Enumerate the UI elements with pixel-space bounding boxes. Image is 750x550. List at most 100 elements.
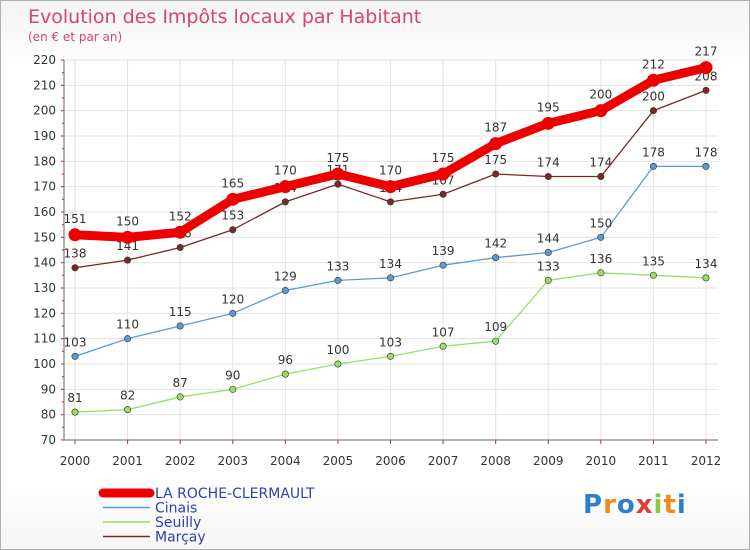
data-point-1: [176, 322, 184, 330]
chart-title: Evolution des Impôts locaux par Habitant: [28, 6, 422, 28]
data-point-3: [649, 107, 657, 115]
data-point-2: [597, 269, 605, 277]
legend-label-3: Marçay: [155, 530, 206, 546]
legend-label-2: Seuilly: [155, 515, 201, 531]
x-tick-label: 2011: [638, 454, 669, 468]
data-label-1: 133: [326, 259, 349, 273]
logo-letter: t: [663, 490, 677, 520]
data-point-2: [229, 385, 237, 393]
data-point-1: [229, 309, 237, 317]
data-point-0: [278, 180, 292, 194]
data-point-1: [544, 249, 552, 257]
data-point-3: [124, 256, 132, 264]
data-point-0: [68, 228, 82, 242]
data-point-3: [71, 264, 79, 272]
data-label-2: 96: [278, 353, 293, 367]
data-label-2: 107: [432, 325, 455, 339]
data-label-2: 136: [589, 252, 612, 266]
y-tick-label: 220: [33, 53, 56, 67]
data-point-2: [439, 342, 447, 350]
data-point-3: [386, 198, 394, 206]
data-label-2: 87: [173, 376, 188, 390]
data-label-2: 82: [120, 389, 135, 403]
data-point-3: [702, 86, 710, 94]
logo-letter: o: [616, 490, 636, 520]
logo-letter: x: [635, 490, 654, 520]
data-label-0: 170: [274, 164, 297, 178]
data-label-1: 144: [537, 232, 560, 246]
data-label-0: 151: [64, 212, 87, 226]
data-label-2: 133: [537, 259, 560, 273]
data-point-3: [597, 173, 605, 181]
data-label-1: 150: [589, 216, 612, 230]
x-tick-label: 2010: [586, 454, 617, 468]
logo-letter: i: [653, 490, 664, 520]
data-point-1: [386, 274, 394, 282]
data-point-2: [334, 360, 342, 368]
data-point-1: [334, 276, 342, 284]
x-tick-label: 2002: [165, 454, 196, 468]
data-label-2: 90: [225, 368, 240, 382]
data-label-1: 134: [379, 257, 402, 271]
data-point-0: [173, 225, 187, 239]
x-tick-label: 2006: [375, 454, 406, 468]
data-label-3: 141: [116, 239, 139, 253]
data-label-3: 174: [589, 156, 612, 170]
data-label-0: 165: [221, 176, 244, 190]
data-label-0: 170: [379, 164, 402, 178]
data-label-2: 109: [484, 320, 507, 334]
y-tick-label: 200: [33, 104, 56, 118]
data-label-1: 178: [695, 145, 718, 159]
y-tick-label: 190: [33, 129, 56, 143]
legend-label-0: LA ROCHE-CLERMAULT: [155, 486, 315, 502]
data-point-2: [649, 271, 657, 279]
x-tick-label: 2003: [217, 454, 248, 468]
y-tick-label: 70: [41, 433, 56, 447]
data-point-1: [439, 261, 447, 269]
y-tick-label: 100: [33, 357, 56, 371]
y-tick-label: 120: [33, 306, 56, 320]
data-point-2: [702, 274, 710, 282]
data-label-1: 120: [221, 292, 244, 306]
data-point-3: [492, 170, 500, 178]
data-point-0: [121, 230, 135, 244]
data-label-2: 100: [326, 343, 349, 357]
y-tick-label: 80: [41, 408, 56, 422]
data-point-3: [229, 226, 237, 234]
y-tick-label: 110: [33, 332, 56, 346]
data-point-3: [439, 190, 447, 198]
proxiti-logo: Proxiti: [583, 490, 687, 520]
data-label-0: 175: [326, 151, 349, 165]
y-tick-label: 140: [33, 256, 56, 270]
data-point-2: [544, 276, 552, 284]
data-point-2: [386, 352, 394, 360]
chart-subtitle: (en € et par an): [28, 30, 123, 44]
data-point-3: [176, 243, 184, 251]
data-point-1: [71, 352, 79, 360]
data-label-1: 139: [432, 244, 455, 258]
data-label-2: 135: [642, 254, 665, 268]
data-label-3: 200: [642, 90, 665, 104]
data-point-0: [489, 137, 503, 151]
data-label-3: 175: [484, 153, 507, 167]
logo-letter: P: [583, 490, 604, 520]
data-point-0: [699, 61, 713, 75]
data-label-3: 174: [537, 156, 560, 170]
data-point-3: [544, 173, 552, 181]
data-label-0: 217: [695, 45, 718, 59]
data-point-1: [597, 233, 605, 241]
y-tick-label: 130: [33, 281, 56, 295]
x-tick-label: 2007: [428, 454, 459, 468]
data-label-0: 152: [169, 209, 192, 223]
data-label-1: 142: [484, 237, 507, 251]
x-tick-label: 2000: [60, 454, 91, 468]
data-label-0: 200: [589, 88, 612, 102]
y-tick-label: 170: [33, 180, 56, 194]
data-label-0: 187: [484, 121, 507, 135]
data-label-1: 103: [64, 335, 87, 349]
data-point-3: [281, 198, 289, 206]
data-point-0: [646, 73, 660, 87]
y-tick-label: 150: [33, 230, 56, 244]
data-point-0: [226, 192, 240, 206]
